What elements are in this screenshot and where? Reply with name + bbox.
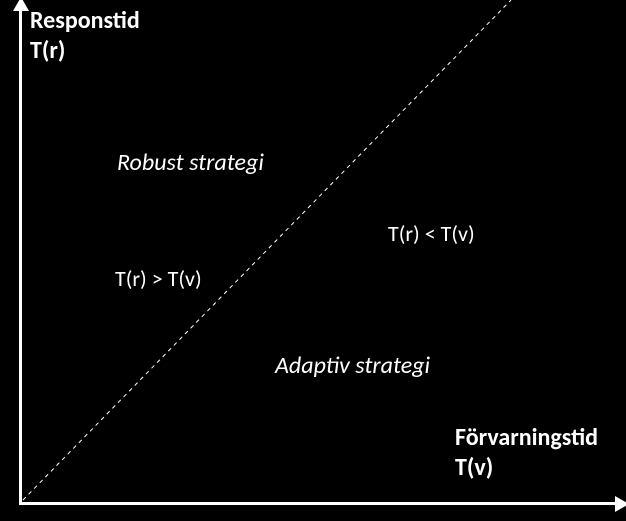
upper-region-label: Robust strategi bbox=[117, 148, 264, 177]
lower-region-label: Adaptiv strategi bbox=[275, 351, 430, 380]
x-axis-label: Förvarningstid T(v) bbox=[455, 423, 598, 483]
diagonal-dashed-line bbox=[23, 0, 511, 500]
x-axis-label-line1: Förvarningstid bbox=[455, 423, 598, 453]
x-axis-label-line2: T(v) bbox=[455, 453, 598, 483]
y-axis-arrowhead bbox=[13, 0, 29, 11]
x-axis-line bbox=[19, 502, 619, 505]
x-axis-arrowhead bbox=[615, 496, 626, 512]
y-axis-label: Responstid T(r) bbox=[30, 6, 140, 66]
strategy-diagram: Responstid T(r) Förvarningstid T(v) Robu… bbox=[0, 0, 626, 521]
upper-inequality: T(r) > T(v) bbox=[115, 265, 202, 292]
y-axis-line bbox=[19, 4, 22, 503]
y-axis-label-line2: T(r) bbox=[30, 36, 140, 66]
y-axis-label-line1: Responstid bbox=[30, 6, 140, 36]
lower-inequality: T(r) < T(v) bbox=[388, 220, 475, 247]
